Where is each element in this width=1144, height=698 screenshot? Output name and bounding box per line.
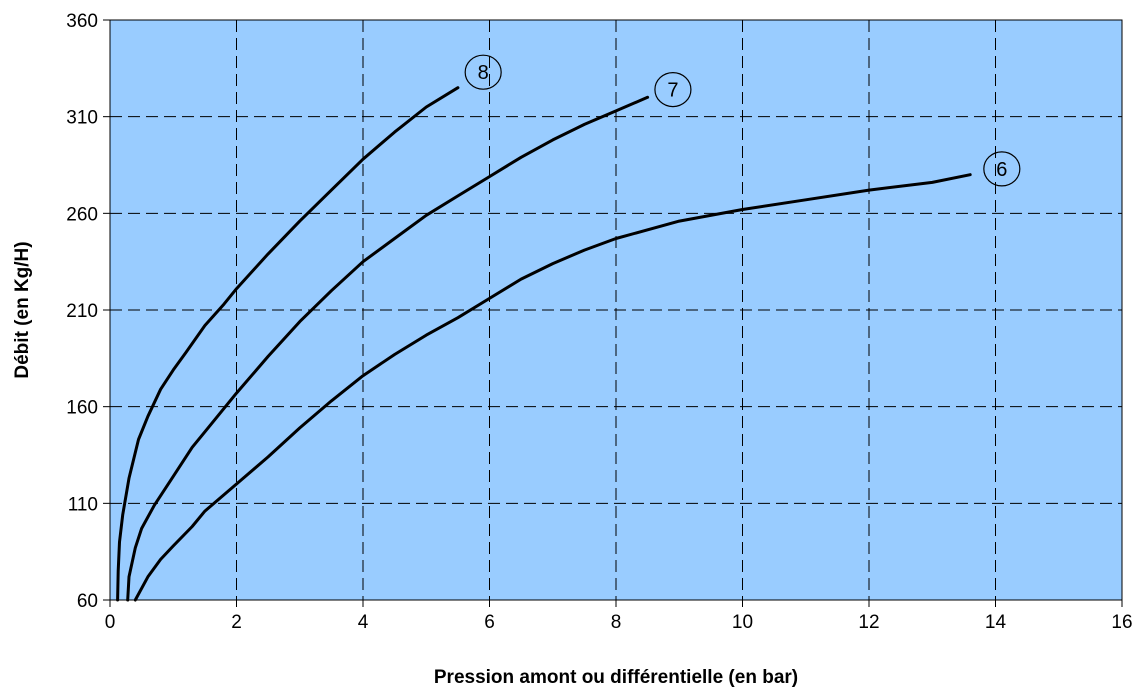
series-line-6 <box>133 173 972 602</box>
curve-label-circle <box>983 151 1021 187</box>
curve-label-text: 6 <box>996 159 1007 181</box>
series-group <box>116 86 972 602</box>
x-tick-label: 12 <box>858 612 879 633</box>
x-tick-label: 0 <box>105 612 116 633</box>
y-axis-title: Débit (en Kg/H) <box>12 241 33 378</box>
x-tick-label: 6 <box>484 612 495 633</box>
x-tick-label: 4 <box>358 612 369 633</box>
y-tick-label: 110 <box>68 494 98 515</box>
series-line-8 <box>116 86 460 602</box>
y-tick-label: 360 <box>66 11 98 32</box>
x-tick-label: 2 <box>231 612 242 633</box>
curve-label-6: 6 <box>983 151 1021 187</box>
y-tick-label: 60 <box>77 591 98 612</box>
series-line-7 <box>126 95 650 602</box>
x-axis-ticks: 0 2 4 6 8 10 12 14 16 <box>105 600 1133 633</box>
curve-label-circle <box>654 71 692 108</box>
curve-label-text: 8 <box>478 62 489 84</box>
curve-label-text: 7 <box>667 80 678 102</box>
curve-label-8: 8 <box>464 54 502 90</box>
x-tick-label: 10 <box>732 612 753 633</box>
curve-label-circle <box>464 54 502 90</box>
x-tick-label: 14 <box>985 612 1007 633</box>
y-tick-label: 260 <box>66 204 98 225</box>
curve-labels: 8 7 6 <box>464 54 1021 187</box>
y-axis-ticks: 60 110 160 210 260 310 360 <box>66 11 110 612</box>
grid <box>110 20 1122 600</box>
x-tick-label: 8 <box>611 612 622 633</box>
y-tick-label: 310 <box>66 108 98 129</box>
x-axis-title: Pression amont ou différentielle (en bar… <box>434 667 798 688</box>
curve-label-7: 7 <box>654 71 692 108</box>
y-tick-label: 160 <box>66 398 98 419</box>
x-tick-label: 16 <box>1111 612 1132 633</box>
y-tick-label: 210 <box>66 301 98 322</box>
